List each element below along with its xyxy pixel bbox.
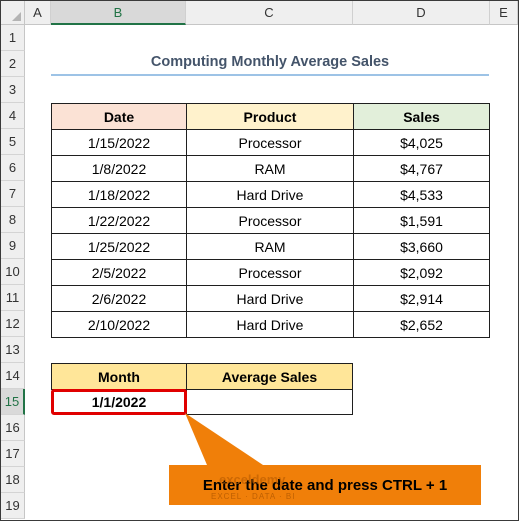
- summary-header-average-sales[interactable]: Average Sales: [186, 363, 353, 390]
- row-header-6[interactable]: 6: [1, 155, 25, 181]
- callout-text: Enter the date and press CTRL + 1: [202, 476, 448, 494]
- column-header-a[interactable]: A: [25, 1, 51, 25]
- row-header-9[interactable]: 9: [1, 233, 25, 259]
- row-header-11[interactable]: 11: [1, 285, 25, 311]
- watermark-logo: exceldemy: [219, 472, 286, 487]
- sheet-title: Computing Monthly Average Sales: [150, 54, 390, 70]
- row-header-16[interactable]: 16: [1, 415, 25, 441]
- row-header-1[interactable]: 1: [1, 25, 25, 51]
- instruction-callout: Enter the date and press CTRL + 1: [169, 465, 481, 505]
- column-header-d[interactable]: D: [353, 1, 490, 25]
- column-header-c[interactable]: C: [186, 1, 353, 25]
- select-all-triangle-icon: [12, 12, 21, 21]
- column-header-e[interactable]: E: [490, 1, 518, 25]
- summary-header-month[interactable]: Month: [51, 363, 187, 390]
- row-header-8[interactable]: 8: [1, 207, 25, 233]
- watermark-tagline: EXCEL · DATA · BI: [211, 492, 296, 501]
- row-header-12[interactable]: 12: [1, 311, 25, 337]
- row-header-10[interactable]: 10: [1, 259, 25, 285]
- month-input-cell-active[interactable]: 1/1/2022: [51, 389, 187, 415]
- table-header-product[interactable]: Product: [186, 103, 354, 130]
- select-all-corner[interactable]: [1, 1, 25, 25]
- row-header-3[interactable]: 3: [1, 77, 25, 103]
- table-cell-sales[interactable]: $2,652: [353, 311, 490, 338]
- row-header-2[interactable]: 2: [1, 51, 25, 77]
- row-header-17[interactable]: 17: [1, 441, 25, 467]
- column-header-b[interactable]: B: [51, 1, 186, 25]
- row-header-18[interactable]: 18: [1, 467, 25, 493]
- row-header-13[interactable]: 13: [1, 337, 25, 363]
- row-header-19[interactable]: 19: [1, 493, 25, 519]
- row-header-15[interactable]: 15: [1, 389, 25, 415]
- row-header-7[interactable]: 7: [1, 181, 25, 207]
- row-header-14[interactable]: 14: [1, 363, 25, 389]
- table-header-sales[interactable]: Sales: [353, 103, 490, 130]
- title-underline: [51, 74, 489, 76]
- row-header-4[interactable]: 4: [1, 103, 25, 129]
- row-header-5[interactable]: 5: [1, 129, 25, 155]
